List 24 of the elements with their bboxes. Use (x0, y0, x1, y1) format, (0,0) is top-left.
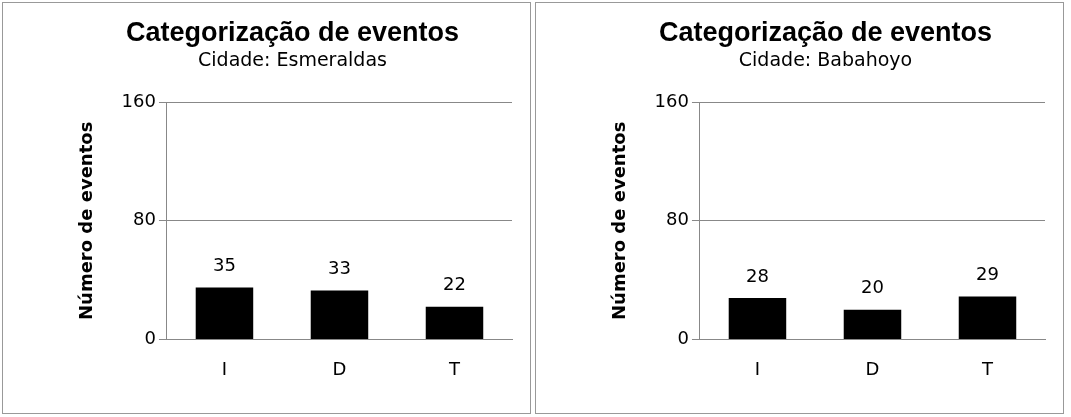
data-label: 20 (861, 276, 884, 298)
data-label: 22 (443, 273, 466, 295)
y-axis-title: Número de eventos (608, 121, 630, 320)
y-tick-label: 80 (133, 208, 156, 230)
data-label: 35 (213, 254, 236, 276)
x-tick-label: D (865, 357, 880, 379)
data-label: 33 (328, 257, 351, 279)
x-tick-label: T (447, 357, 461, 379)
data-label: 28 (746, 264, 769, 286)
y-tick-label: 160 (121, 89, 156, 111)
x-tick-label: D (332, 357, 347, 379)
x-tick-label: T (980, 357, 994, 379)
x-tick-label: I (221, 357, 228, 379)
y-axis-title: Número de eventos (75, 121, 97, 320)
y-tick-label: 160 (654, 89, 689, 111)
x-tick-label: I (754, 357, 761, 379)
y-tick-label: 0 (144, 327, 156, 349)
chart-subtitle: Cidade: Babahoyo (738, 47, 913, 70)
chart-title: Categorização de eventos (658, 16, 993, 47)
y-tick-label: 0 (677, 327, 689, 349)
y-tick-label: 80 (666, 208, 689, 230)
data-label: 29 (976, 263, 999, 285)
chart-subtitle: Cidade: Esmeraldas (198, 47, 387, 70)
chart-title: Categorização de eventos (125, 16, 460, 47)
